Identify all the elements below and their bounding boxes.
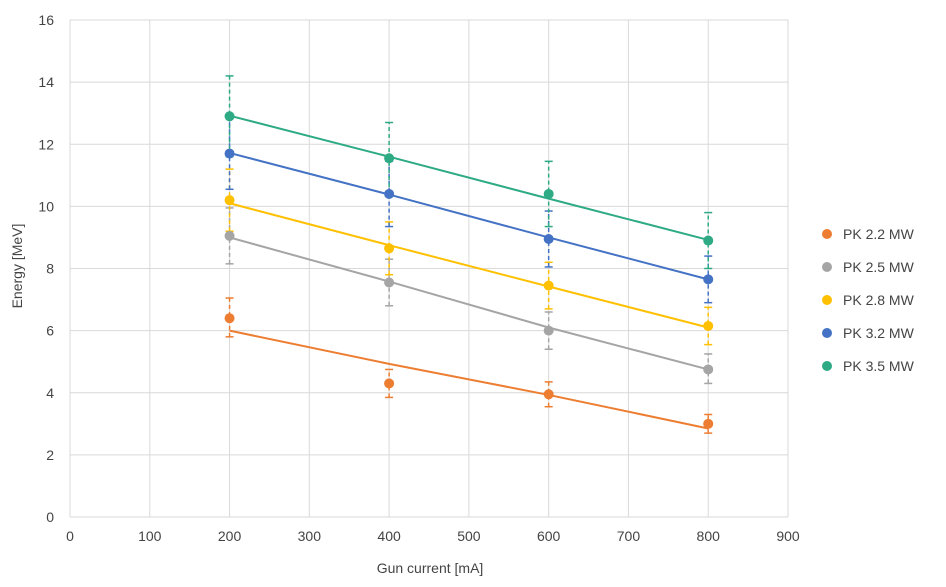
x-tick-label: 200 xyxy=(218,528,242,544)
legend-marker-pk-3-2-mw xyxy=(822,328,832,338)
y-tick-label: 4 xyxy=(46,385,54,401)
data-points xyxy=(224,111,714,429)
legend-marker-pk-2-5-mw xyxy=(822,262,832,272)
grid xyxy=(70,19,789,517)
legend-marker-pk-2-2-mw xyxy=(822,229,832,239)
x-tick-label: 500 xyxy=(457,528,481,544)
data-point-pk-3-2-mw xyxy=(224,148,235,159)
y-tick-label: 6 xyxy=(46,323,54,339)
legend: PK 2.2 MW PK 2.5 MW PK 2.8 MW PK 3.2 MW PK 3… xyxy=(822,226,915,374)
y-tick-label: 2 xyxy=(46,447,54,463)
data-point-pk-3-5-mw xyxy=(384,153,395,164)
x-tick-label: 800 xyxy=(697,528,721,544)
y-tick-label: 8 xyxy=(46,261,54,277)
data-point-pk-2-5-mw xyxy=(224,230,235,241)
data-point-pk-3-5-mw xyxy=(703,235,714,246)
data-point-pk-2-2-mw xyxy=(543,389,554,400)
data-point-pk-2-8-mw xyxy=(224,195,235,206)
x-tick-label: 100 xyxy=(138,528,162,544)
legend-label-pk-3-5-mw: PK 3.5 MW xyxy=(843,358,915,374)
y-tick-label: 14 xyxy=(38,74,54,90)
data-point-pk-3-2-mw xyxy=(703,274,714,285)
x-tick-label: 900 xyxy=(776,528,800,544)
y-axis-title: Energy [MeV] xyxy=(9,224,25,309)
trendlines xyxy=(229,114,709,430)
data-point-pk-2-5-mw xyxy=(543,325,554,336)
x-tick-label: 600 xyxy=(537,528,561,544)
data-point-pk-3-2-mw xyxy=(384,188,395,199)
trendline-pk-2-2-mw xyxy=(229,329,709,430)
legend-label-pk-3-2-mw: PK 3.2 MW xyxy=(843,325,915,341)
x-axis-title: Gun current [mA] xyxy=(377,560,484,576)
legend-label-pk-2-2-mw: PK 2.2 MW xyxy=(843,226,915,242)
axes xyxy=(69,20,788,518)
legend-marker-pk-2-8-mw xyxy=(822,295,832,305)
trendline-pk-2-8-mw xyxy=(229,202,709,329)
trendline-pk-3-2-mw xyxy=(229,151,709,281)
data-point-pk-2-2-mw xyxy=(384,378,395,389)
y-tick-label: 0 xyxy=(46,509,54,525)
legend-label-pk-2-5-mw: PK 2.5 MW xyxy=(843,259,915,275)
y-tick-label: 10 xyxy=(38,198,54,214)
data-point-pk-2-8-mw xyxy=(703,320,714,331)
legend-marker-pk-3-5-mw xyxy=(822,361,832,371)
data-point-pk-2-5-mw xyxy=(703,364,714,375)
data-point-pk-2-5-mw xyxy=(384,277,395,288)
data-point-pk-3-5-mw xyxy=(543,188,554,199)
data-point-pk-2-8-mw xyxy=(384,243,395,254)
tick-labels: 0 100 200 300 400 500 600 700 800 900 0 2 4 6 8 10 12 14 1… xyxy=(38,12,799,544)
x-tick-label: 0 xyxy=(66,528,74,544)
data-point-pk-3-5-mw xyxy=(224,111,235,122)
error-bars xyxy=(225,75,713,434)
y-tick-label: 12 xyxy=(38,136,54,152)
data-point-pk-2-2-mw xyxy=(703,418,714,429)
x-tick-label: 400 xyxy=(377,528,401,544)
trendline-pk-2-5-mw xyxy=(229,236,709,371)
data-point-pk-3-2-mw xyxy=(543,233,554,244)
data-point-pk-2-8-mw xyxy=(543,280,554,291)
x-tick-label: 700 xyxy=(617,528,641,544)
data-point-pk-2-2-mw xyxy=(224,313,235,324)
trendline-pk-3-5-mw xyxy=(229,114,709,241)
x-tick-label: 300 xyxy=(298,528,322,544)
y-tick-label: 16 xyxy=(38,12,54,28)
legend-label-pk-2-8-mw: PK 2.8 MW xyxy=(843,292,915,308)
